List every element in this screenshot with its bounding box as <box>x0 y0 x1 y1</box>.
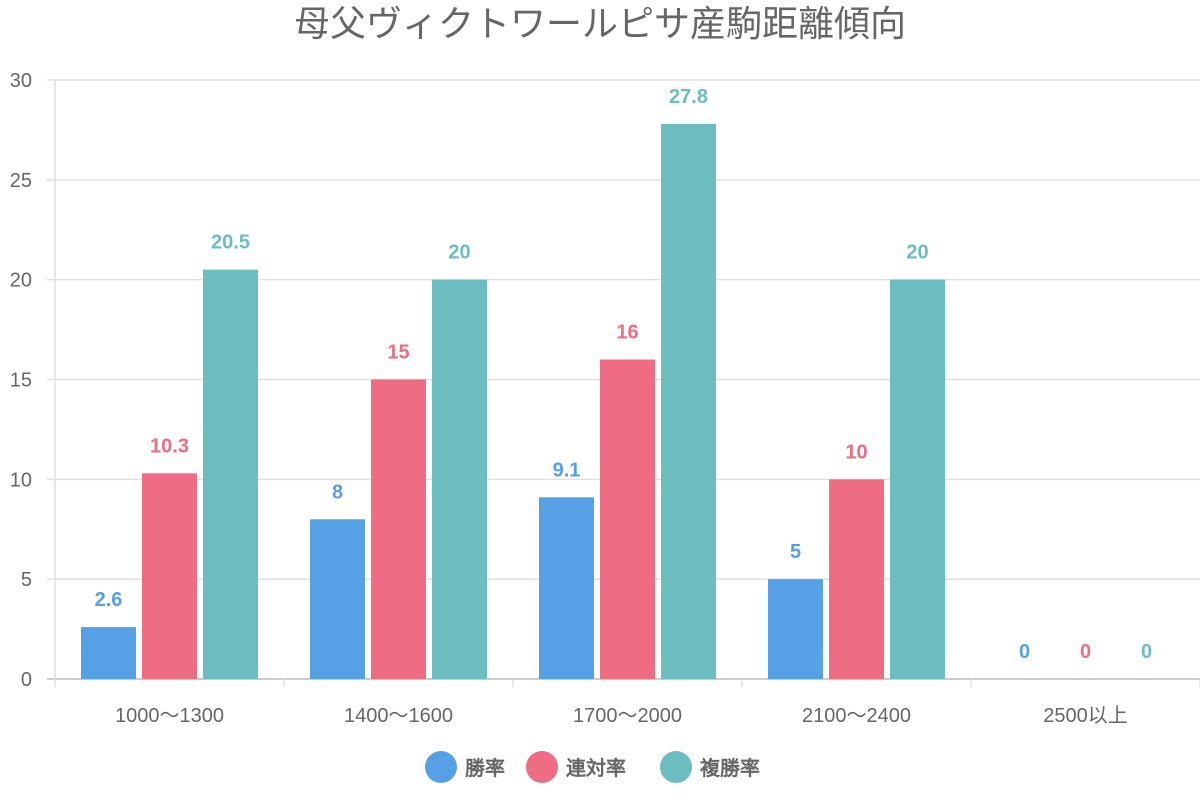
y-tick-label: 30 <box>10 70 32 92</box>
data-label: 9.1 <box>553 459 581 481</box>
data-label: 15 <box>387 342 409 364</box>
y-tick-label: 25 <box>10 170 32 192</box>
legend-label: 複勝率 <box>700 756 760 780</box>
legend-swatch <box>526 751 558 783</box>
legend-swatch <box>425 751 457 783</box>
x-tick-label: 2100〜2400 <box>802 705 911 727</box>
data-label: 20 <box>448 242 470 264</box>
chart-title: 母父ヴィクトワールピサ産駒距離傾向 <box>294 4 906 45</box>
bar <box>600 359 655 679</box>
data-label: 8 <box>332 481 343 503</box>
y-tick-label: 15 <box>10 370 32 392</box>
x-tick-label: 1700〜2000 <box>573 705 682 727</box>
bar <box>142 473 197 679</box>
data-label: 27.8 <box>669 86 708 108</box>
y-tick-label: 5 <box>21 569 32 591</box>
data-label: 5 <box>790 541 801 563</box>
data-label: 2.6 <box>95 589 123 611</box>
y-tick-label: 10 <box>10 469 32 491</box>
legend-label: 連対率 <box>566 756 626 780</box>
bar <box>768 579 823 679</box>
legend-swatch <box>660 751 692 783</box>
x-tick-label: 1000〜1300 <box>115 705 224 727</box>
bar <box>371 379 426 679</box>
y-tick-label: 0 <box>21 669 32 691</box>
data-label: 20 <box>906 242 928 264</box>
data-label: 0 <box>1141 641 1152 663</box>
x-tick-label: 1400〜1600 <box>344 705 453 727</box>
bar <box>203 269 258 679</box>
data-label: 20.5 <box>211 232 250 254</box>
data-label: 10 <box>845 441 867 463</box>
bar <box>81 627 136 679</box>
bar <box>432 279 487 679</box>
y-tick-label: 20 <box>10 270 32 292</box>
data-label: 10.3 <box>150 435 189 457</box>
legend-label: 勝率 <box>465 756 505 780</box>
data-label: 0 <box>1019 641 1030 663</box>
data-label: 0 <box>1080 641 1091 663</box>
bar <box>661 123 716 680</box>
data-label: 16 <box>616 322 638 344</box>
bar <box>310 519 365 679</box>
bar <box>890 279 945 679</box>
bar <box>829 479 884 679</box>
bar <box>539 497 594 679</box>
x-tick-label: 2500以上 <box>1043 704 1128 727</box>
